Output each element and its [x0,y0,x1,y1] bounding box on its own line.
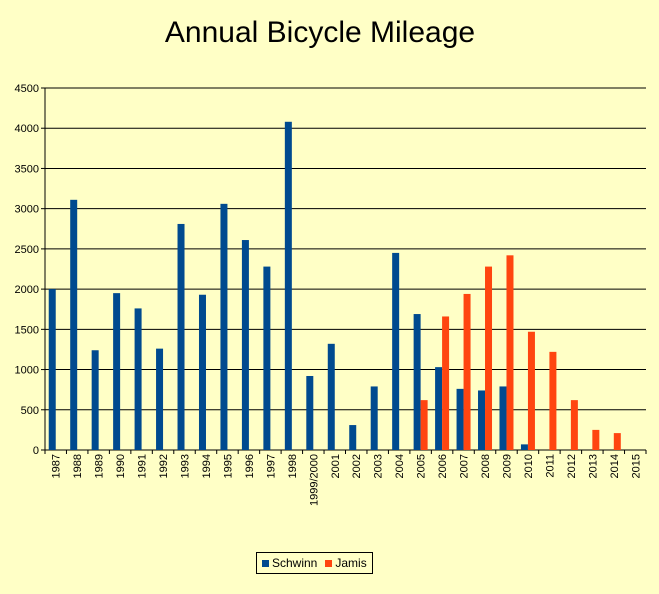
x-tick-label: 1988 [72,454,84,478]
bar-schwinn-2001 [327,343,335,450]
x-tick-label: 2011 [544,454,556,478]
y-tick-label: 4000 [15,123,39,135]
x-tick-label: 1989 [94,454,106,478]
x-tick-label: 2008 [480,454,492,478]
x-tick-label: 2004 [394,454,406,478]
bar-schwinn-2004 [392,252,400,450]
x-tick-label: 1994 [201,454,213,478]
legend: Schwinn Jamis [256,552,373,574]
x-tick-label: 1987 [51,454,63,478]
bar-schwinn-1998 [284,121,292,450]
bar-schwinn-1993 [177,223,185,450]
x-tick-label: 1998 [287,454,299,478]
bar-jamis-2007 [463,293,471,450]
bar-schwinn-2003 [370,386,378,450]
bar-schwinn-1994 [198,294,206,450]
bar-schwinn-2007 [456,388,464,450]
x-tick-label: 1997 [265,454,277,478]
y-tick-label: 0 [33,445,39,457]
x-tick-label: 2010 [523,454,535,478]
bar-schwinn-1992 [156,348,164,450]
x-tick-label: 2013 [587,454,599,478]
x-tick-label: 2005 [416,454,428,478]
bar-schwinn-1991 [134,308,142,450]
bar-schwinn-2002 [349,425,357,450]
y-tick-label: 500 [21,405,39,417]
y-tick-label: 2000 [15,284,39,296]
bar-jamis-2011 [549,351,557,450]
x-tick-label: 1993 [180,454,192,478]
bar-schwinn-1987 [48,289,56,450]
bar-schwinn-1989 [91,350,99,450]
bar-schwinn-1997 [263,266,271,450]
y-tick-label: 1500 [15,324,39,336]
bar-jamis-2009 [506,255,514,450]
bar-schwinn-1990 [113,293,121,450]
x-tick-label: 2014 [609,454,621,478]
bar-jamis-2012 [570,400,578,450]
x-tick-label: 1995 [222,454,234,478]
bar-jamis-2005 [420,400,428,450]
y-tick-label: 2500 [15,244,39,256]
bar-jamis-2014 [613,433,621,450]
chart-title: Annual Bicycle Mileage [164,16,476,49]
bar-jamis-2008 [485,266,493,450]
x-tick-label: 1999/2000 [308,454,320,506]
x-tick-label: 1990 [115,454,127,478]
x-tick-label: 1996 [244,454,256,478]
bar-schwinn-1996 [241,240,249,450]
x-tick-label: 2015 [630,454,642,478]
bar-jamis-2006 [442,316,450,450]
legend-swatch-jamis [325,559,333,567]
x-tick-label: 1991 [137,454,149,478]
bar-schwinn-2008 [478,390,486,450]
x-tick-label: 2003 [373,454,385,478]
y-tick-label: 1000 [15,365,39,377]
bar-jamis-2010 [527,331,535,450]
legend-swatch-schwinn [262,559,269,567]
bar-schwinn-2005 [413,314,421,450]
legend-label-schwinn: Schwinn [272,556,318,570]
bar-schwinn-1995 [220,203,228,450]
x-tick-label: 2012 [566,454,578,478]
legend-item-schwinn: Schwinn [262,556,317,570]
bar-schwinn-2006 [435,367,443,450]
y-tick-label: 4500 [15,83,39,95]
x-tick-label: 1992 [158,454,170,478]
legend-label-jamis: Jamis [335,556,367,570]
x-tick-label: 2006 [437,454,449,478]
bar-schwinn-2010 [520,444,528,450]
bar-schwinn-2009 [499,386,507,450]
bar-jamis-2013 [592,429,600,450]
y-tick-label: 3500 [15,163,39,175]
x-tick-label: 2002 [351,454,363,478]
legend-item-jamis: Jamis [325,556,367,570]
y-tick-label: 3000 [15,204,39,216]
x-tick-label: 2007 [459,454,471,478]
x-tick-label: 2009 [501,454,513,478]
bar-schwinn-1988 [70,199,78,450]
x-tick-label: 2001 [330,454,342,478]
bar-schwinn-1999/2000 [306,375,314,450]
